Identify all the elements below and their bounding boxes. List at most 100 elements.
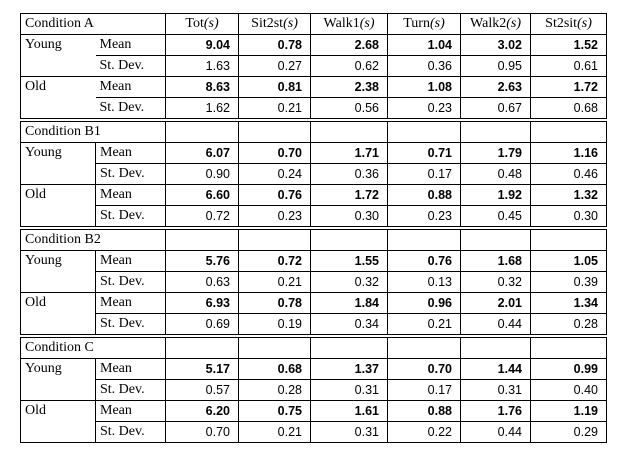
value-cell: 1.76 <box>460 400 532 422</box>
stat-cell: Mean <box>94 250 167 272</box>
value-cell: 0.44 <box>460 313 532 337</box>
group-cell: Old <box>20 76 96 121</box>
value: 0.44 <box>497 425 523 439</box>
column-header-cell <box>460 226 532 251</box>
data-row: Young Mean 5.17 0.68 1.37 0.70 1.44 0.99 <box>20 358 608 401</box>
value-cell: 6.20 <box>165 400 240 422</box>
stat-label: St. Dev. <box>99 58 145 73</box>
value-cell: 0.69 <box>165 313 240 337</box>
column-header-cell <box>530 334 608 359</box>
value: 0.68 <box>277 362 303 376</box>
value: 0.69 <box>205 317 231 331</box>
value: 1.68 <box>497 254 523 268</box>
value: 1.63 <box>205 59 231 73</box>
value: 0.61 <box>573 59 599 73</box>
value: 0.28 <box>277 383 303 397</box>
stat-cell: St. Dev. <box>94 271 167 293</box>
value-cell: 0.99 <box>530 358 608 380</box>
value: 0.28 <box>573 317 599 331</box>
value-cell: 0.23 <box>387 205 462 229</box>
value: 2.38 <box>354 80 380 94</box>
column-header-cell: St2sit(s) <box>530 13 608 35</box>
stat-cell: Mean <box>95 34 167 56</box>
value: 1.05 <box>573 254 599 268</box>
column-name: Walk1 <box>323 16 360 31</box>
value-cell: 1.04 <box>387 34 462 56</box>
value-cell: 2.01 <box>460 292 532 314</box>
section-title: Condition C <box>25 340 94 355</box>
value-cell: 6.07 <box>165 142 240 164</box>
value: 0.76 <box>427 254 453 268</box>
value-cell: 0.72 <box>165 205 240 229</box>
value-cell: 0.44 <box>460 421 532 443</box>
value: 0.67 <box>497 101 523 115</box>
data-row: St. Dev. 1.63 0.27 0.62 0.36 0.95 0.61 <box>21 55 608 77</box>
value: 1.76 <box>497 404 523 418</box>
value: 6.20 <box>205 404 231 418</box>
group-label: Old <box>25 79 46 94</box>
value: 0.70 <box>277 146 303 160</box>
value-cell: 1.79 <box>460 142 532 164</box>
data-row: St. Dev. 0.90 0.24 0.36 0.17 0.48 0.46 <box>21 163 608 185</box>
value-cell: 0.23 <box>238 205 312 229</box>
value: 0.75 <box>277 404 303 418</box>
value-cell: 8.63 <box>165 76 240 98</box>
value: 0.72 <box>205 209 231 223</box>
value-cell: 1.44 <box>460 358 532 380</box>
value: 1.79 <box>497 146 523 160</box>
column-header-cell <box>387 226 462 251</box>
stat-label: St. Dev. <box>100 316 145 331</box>
value: 0.31 <box>354 425 380 439</box>
value-cell: 0.30 <box>530 205 608 229</box>
stat-label: St. Dev. <box>99 100 145 115</box>
value-cell: 0.17 <box>387 379 462 401</box>
value-cell: 0.39 <box>530 271 608 293</box>
value-cell: 1.16 <box>530 142 608 164</box>
column-name: Turn <box>403 16 430 31</box>
value: 0.23 <box>277 209 303 223</box>
value-cell: 1.34 <box>530 292 608 314</box>
value: 0.31 <box>497 383 523 397</box>
value-cell: 0.28 <box>530 313 608 337</box>
value-cell: 0.31 <box>310 379 389 401</box>
value: 1.08 <box>427 80 453 94</box>
section-title-cell: Condition A <box>19 13 167 35</box>
group-label: Young <box>25 145 62 160</box>
value-cell: 0.76 <box>238 184 312 206</box>
data-row: St. Dev. 0.63 0.21 0.32 0.13 0.32 0.39 <box>21 271 608 293</box>
value: 0.71 <box>427 146 453 160</box>
value: 1.72 <box>354 188 380 202</box>
value-cell: 0.27 <box>238 55 312 77</box>
value-cell: 0.13 <box>387 271 462 293</box>
value-cell: 0.32 <box>460 271 532 293</box>
value-cell: 0.88 <box>387 400 462 422</box>
stat-label: St. Dev. <box>100 166 145 181</box>
value: 0.19 <box>277 317 303 331</box>
stat-cell: Mean <box>94 358 167 380</box>
value: 1.16 <box>573 146 599 160</box>
data-row: St. Dev. 0.70 0.21 0.31 0.22 0.44 0.29 <box>21 421 608 443</box>
value-cell: 1.32 <box>530 184 608 206</box>
value: 1.32 <box>573 188 599 202</box>
column-unit: (s) <box>506 16 521 31</box>
column-name: St2sit <box>545 16 578 31</box>
stat-label: St. Dev. <box>100 274 145 289</box>
value-cell: 0.56 <box>310 97 389 121</box>
value: 1.84 <box>354 296 380 310</box>
stat-cell: St. Dev. <box>95 55 167 77</box>
data-row: Young Mean 5.76 0.72 1.55 0.76 1.68 1.05 <box>20 250 608 293</box>
value: 0.78 <box>277 296 303 310</box>
stat-label: Mean <box>100 361 132 376</box>
column-header-cell: Walk1(s) <box>310 13 389 35</box>
value-cell: 0.78 <box>238 292 312 314</box>
value: 0.81 <box>277 80 303 94</box>
value: 0.21 <box>427 317 453 331</box>
value-cell: 6.60 <box>165 184 240 206</box>
section-title: Condition B1 <box>25 124 101 139</box>
value: 0.39 <box>573 275 599 289</box>
value: 0.22 <box>427 425 453 439</box>
column-header-cell <box>387 334 462 359</box>
value: 0.29 <box>573 425 599 439</box>
value-cell: 0.21 <box>238 421 312 443</box>
value: 0.32 <box>354 275 380 289</box>
